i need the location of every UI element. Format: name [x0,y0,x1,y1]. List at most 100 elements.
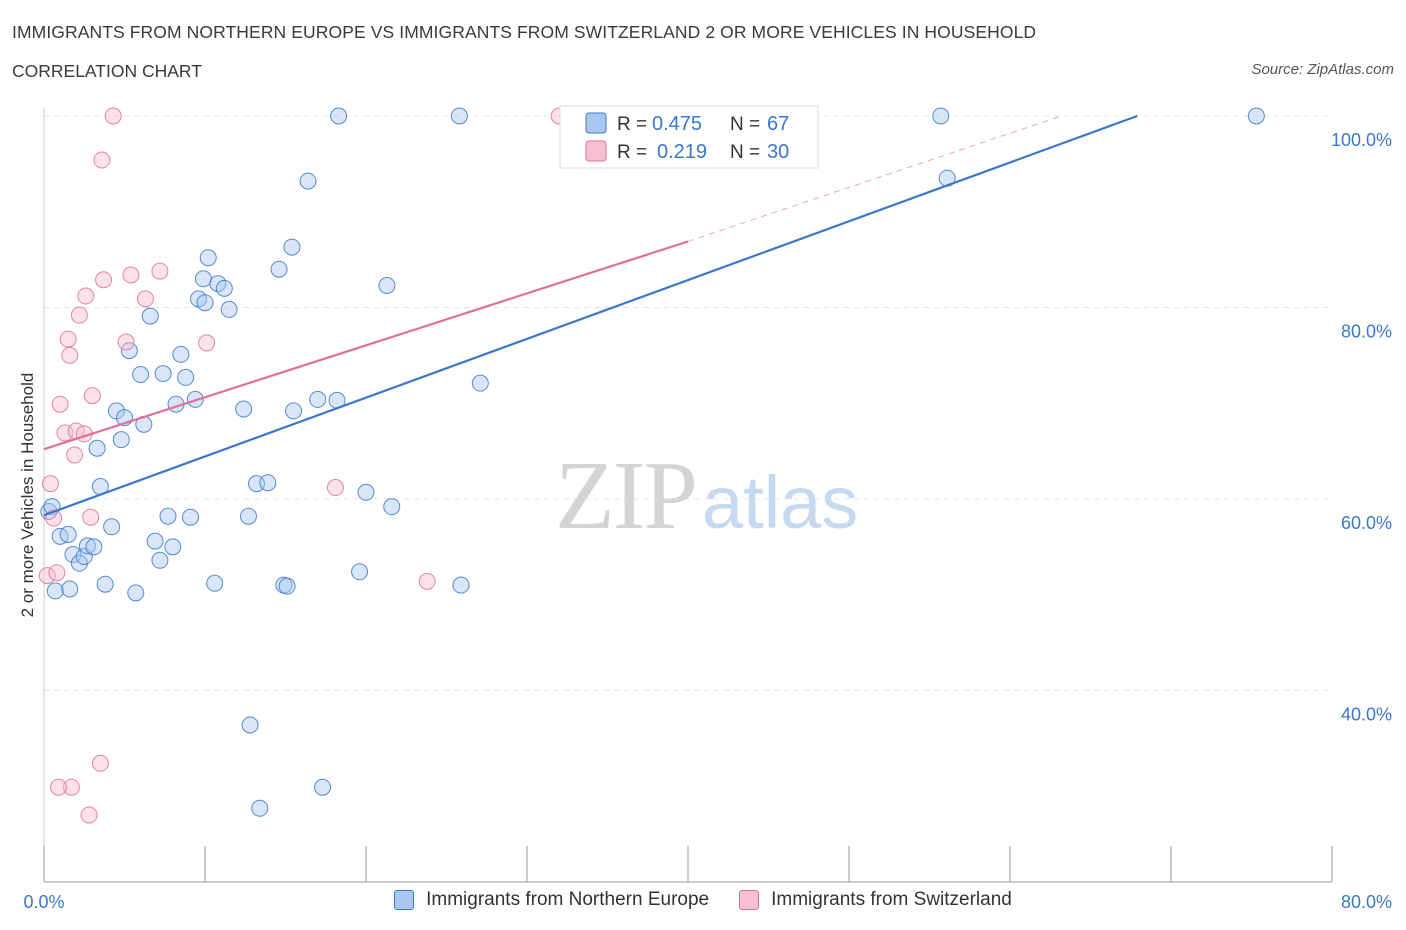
point-northern-europe-45[interactable] [251,799,269,817]
point-northern-europe-64[interactable] [932,107,950,125]
legend-item-switzerland[interactable]: Immigrants from Switzerland [739,889,1012,911]
point-northern-europe-10[interactable] [85,538,103,556]
point-northern-europe-2[interactable] [46,582,64,600]
point-northern-europe-58[interactable] [357,483,375,501]
point-northern-europe-59[interactable] [378,276,396,294]
point-switzerland-29[interactable] [49,778,67,796]
point-northern-europe-52[interactable] [299,172,317,190]
grid-lines [44,115,1332,691]
point-northern-europe-41[interactable] [235,400,253,418]
point-switzerland-13[interactable] [77,287,95,305]
point-northern-europe-47[interactable] [270,260,288,278]
point-northern-europe-26[interactable] [159,507,177,525]
y-tick-labels: 40.0% 60.0% 80.0% 100.0% [1331,130,1392,725]
legend: Immigrants from Northern Europe Immigran… [0,889,1406,911]
point-switzerland-7[interactable] [61,346,79,364]
point-northern-europe-40[interactable] [220,300,238,318]
trend-lines [43,114,1138,517]
point-switzerland-18[interactable] [93,151,111,169]
point-switzerland-21[interactable] [117,333,135,351]
point-northern-europe-50[interactable] [283,238,301,256]
point-switzerland-27[interactable] [418,572,436,590]
chart-subtitle: CORRELATION CHART [12,61,202,81]
point-northern-europe-27[interactable] [164,538,182,556]
point-northern-europe-56[interactable] [330,107,348,125]
point-northern-europe-13[interactable] [96,575,114,593]
stats-r-label-2: R = [617,142,647,163]
point-switzerland-23[interactable] [136,290,154,308]
point-switzerland-1[interactable] [41,475,59,493]
point-northern-europe-4[interactable] [59,525,77,543]
point-northern-europe-42[interactable] [239,507,257,525]
stats-r-label-1: R = [617,114,647,135]
x-ticks [43,846,1333,882]
point-northern-europe-22[interactable] [141,307,159,325]
point-northern-europe-5[interactable] [61,580,79,598]
point-switzerland-3[interactable] [48,564,66,582]
point-switzerland-11[interactable] [70,306,88,324]
point-northern-europe-36[interactable] [199,249,217,267]
legend-label-switzerland: Immigrants from Switzerland [771,889,1012,910]
point-switzerland-25[interactable] [198,334,216,352]
point-northern-europe-24[interactable] [151,551,169,569]
point-switzerland-14[interactable] [80,806,98,824]
point-northern-europe-11[interactable] [88,439,106,457]
point-switzerland-6[interactable] [59,330,77,348]
point-northern-europe-53[interactable] [309,390,327,408]
point-northern-europe-19[interactable] [127,584,145,602]
point-northern-europe-43[interactable] [241,716,259,734]
point-northern-europe-34[interactable] [194,270,212,288]
point-northern-europe-66[interactable] [1247,107,1265,125]
point-northern-europe-14[interactable] [103,518,121,536]
x-tick-label-min: 0.0% [23,892,64,912]
chart-title: IMMIGRANTS FROM NORTHERN EUROPE VS IMMIG… [12,22,1037,42]
trend-line-northern-europe [43,114,1138,517]
point-switzerland-15[interactable] [82,508,100,526]
point-switzerland-20[interactable] [104,107,122,125]
y-tick-label-80: 80.0% [1341,322,1392,342]
point-switzerland-9[interactable] [66,446,84,464]
point-switzerland-26[interactable] [326,479,344,497]
point-northern-europe-61[interactable] [452,576,470,594]
point-northern-europe-31[interactable] [182,508,200,526]
stats-n-value-1: 67 [767,113,789,135]
point-northern-europe-51[interactable] [285,402,303,420]
point-northern-europe-20[interactable] [132,366,150,384]
point-switzerland-8[interactable] [62,778,80,796]
point-switzerland-17[interactable] [91,754,109,772]
stats-r-value-1: 0.475 [652,113,702,135]
point-northern-europe-37[interactable] [206,574,224,592]
point-northern-europe-60[interactable] [383,498,401,516]
point-northern-europe-9[interactable] [78,537,96,555]
point-switzerland-22[interactable] [122,266,140,284]
point-switzerland-19[interactable] [95,271,113,289]
point-northern-europe-63[interactable] [471,374,489,392]
stats-n-label-2: N = [730,142,760,163]
point-switzerland-16[interactable] [83,387,101,405]
stats-swatch-northern-europe [585,112,607,134]
point-northern-europe-35[interactable] [196,294,214,312]
stats-swatch-switzerland [585,140,607,162]
point-northern-europe-46[interactable] [259,474,277,492]
point-northern-europe-29[interactable] [172,345,190,363]
point-switzerland-24[interactable] [151,262,169,280]
point-northern-europe-25[interactable] [154,365,172,383]
stats-n-value-2: 30 [767,141,789,163]
point-switzerland-0[interactable] [38,567,56,585]
point-northern-europe-18[interactable] [120,342,138,360]
legend-swatch-switzerland [739,890,760,910]
point-northern-europe-16[interactable] [112,431,130,449]
point-northern-europe-54[interactable] [314,778,332,796]
trend-line-switzerland [43,240,689,451]
point-switzerland-4[interactable] [51,395,69,413]
point-northern-europe-30[interactable] [177,368,195,386]
point-northern-europe-39[interactable] [215,279,233,297]
point-northern-europe-23[interactable] [146,532,164,550]
point-northern-europe-62[interactable] [450,107,468,125]
legend-item-northern-europe[interactable]: Immigrants from Northern Europe [394,889,709,911]
point-northern-europe-49[interactable] [278,577,296,595]
point-northern-europe-57[interactable] [351,563,369,581]
axes [43,108,1332,883]
stats-r-value-2: 0.219 [657,141,707,163]
